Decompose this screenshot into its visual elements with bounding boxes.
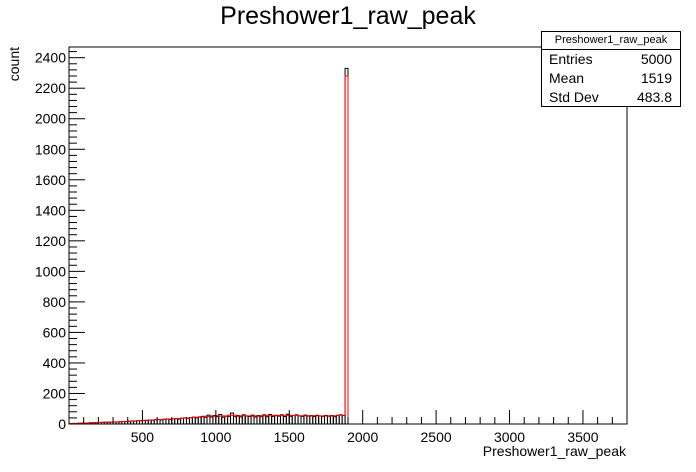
y-axis: 0 200 400 600 800 1000 1200 1400 1600 1800 2000 220… <box>35 50 85 432</box>
y-tick-label: 600 <box>43 324 67 340</box>
stats-value: 483.8 <box>636 89 672 105</box>
chart-title: Preshower1_raw_peak <box>220 2 476 30</box>
stats-row-entries: Entries 5000 <box>542 50 680 69</box>
histogram-bars <box>68 67 349 425</box>
x-tick-label: 3500 <box>567 429 598 445</box>
y-tick-label: 1800 <box>35 141 66 157</box>
fit-curve-line <box>68 75 627 425</box>
y-tick-label: 1600 <box>35 172 66 188</box>
x-tick-label: 1500 <box>274 429 305 445</box>
stats-row-mean: Mean 1519 <box>542 69 680 88</box>
y-tick-label: 2000 <box>35 111 66 127</box>
fit-curve <box>68 75 627 425</box>
stats-box: Preshower1_raw_peak Entries 5000 Mean 15… <box>541 31 681 107</box>
x-tick-label: 1000 <box>200 429 231 445</box>
y-tick-label: 0 <box>58 416 66 432</box>
y-tick-label: 1400 <box>35 202 66 218</box>
x-tick-label: 2500 <box>421 429 452 445</box>
stats-value: 5000 <box>640 51 672 67</box>
y-tick-label: 1000 <box>35 263 66 279</box>
stats-label: Mean <box>549 70 585 86</box>
stats-box-title: Preshower1_raw_peak <box>542 32 680 50</box>
y-tick-label: 200 <box>43 385 67 401</box>
stats-label: Std Dev <box>549 89 599 105</box>
x-axis-label: Preshower1_raw_peak <box>483 443 627 459</box>
stats-label: Entries <box>549 51 593 67</box>
x-tick-label: 3000 <box>494 429 525 445</box>
stats-row-stddev: Std Dev 483.8 <box>542 88 680 107</box>
x-tick-label: 2000 <box>347 429 378 445</box>
y-tick-label: 400 <box>43 355 67 371</box>
y-tick-label: 800 <box>43 294 67 310</box>
y-tick-label: 1200 <box>35 233 66 249</box>
x-axis: 500 1000 1500 2000 2500 3000 3500 <box>83 410 628 445</box>
stats-value: 1519 <box>640 70 672 86</box>
y-tick-label: 2400 <box>35 50 66 66</box>
x-tick-label: 500 <box>131 429 155 445</box>
y-tick-label: 2200 <box>35 80 66 96</box>
y-axis-label: count <box>6 47 22 81</box>
